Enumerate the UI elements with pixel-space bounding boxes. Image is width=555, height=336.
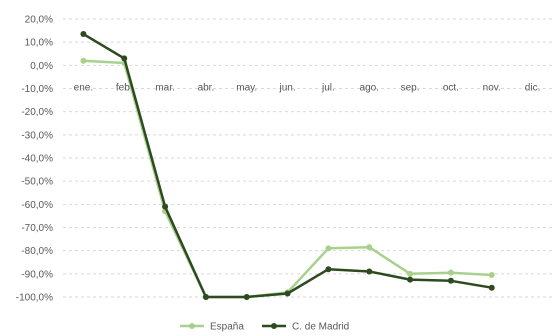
legend-label-0: España [210,322,244,333]
x-tick-label: nov. [483,82,501,93]
data-point [80,31,87,38]
y-tick-label: -10,0% [21,84,53,95]
x-axis-tick-labels: ene. feb. mar. abr. may. jun. jul. ago. sep. oct.… [74,82,541,93]
data-point [243,294,250,300]
data-point [407,270,414,277]
x-tick-label: may. [236,82,257,93]
data-point [366,268,373,275]
legend: España C. de Madrid [180,322,349,333]
x-tick-label: mar. [155,82,174,93]
y-tick-label: 0,0% [30,61,53,72]
series-line-0 [83,59,492,299]
data-point [447,269,454,276]
grid-lines [63,18,553,298]
legend-marker-1 [271,323,277,329]
y-tick-label: -90,0% [21,269,53,280]
y-axis-tick-labels: 20,0% 10,0% 0,0% -10,0% -20,0% -30,0% -40,0% -5… [16,15,53,304]
x-tick-label: ago. [360,82,379,93]
legend-label-1: C. de Madrid [292,322,349,333]
x-tick-label: dic. [525,82,541,93]
data-point [366,244,373,251]
y-tick-label: -50,0% [21,177,53,188]
data-point [488,271,495,278]
y-tick-label: -100,0% [16,293,53,304]
y-tick-label: -70,0% [21,223,53,234]
series-line-1 [82,33,493,299]
x-tick-label: ene. [74,82,93,93]
legend-marker-0 [189,323,195,329]
y-tick-label: -30,0% [21,130,53,141]
x-tick-label: abr. [198,82,215,93]
x-tick-label: jul. [321,82,335,93]
y-tick-label: -40,0% [21,154,53,165]
x-tick-label: sep. [401,82,420,93]
data-point [202,294,209,300]
data-point [407,276,414,283]
x-tick-label: jun. [279,82,296,93]
x-tick-label: oct. [443,82,459,93]
data-point [447,277,454,284]
data-point [121,55,128,62]
data-point [325,245,332,252]
data-point [488,284,495,291]
series-lines [80,31,495,300]
data-point [80,57,87,64]
data-point [325,266,332,273]
data-point [162,203,169,210]
y-tick-label: -60,0% [21,200,53,211]
x-tick-label: feb. [116,82,133,93]
y-tick-label: -80,0% [21,246,53,257]
y-tick-label: 20,0% [25,15,53,26]
y-tick-label: -20,0% [21,107,53,118]
y-tick-label: 10,0% [25,38,53,49]
data-point [284,290,291,297]
